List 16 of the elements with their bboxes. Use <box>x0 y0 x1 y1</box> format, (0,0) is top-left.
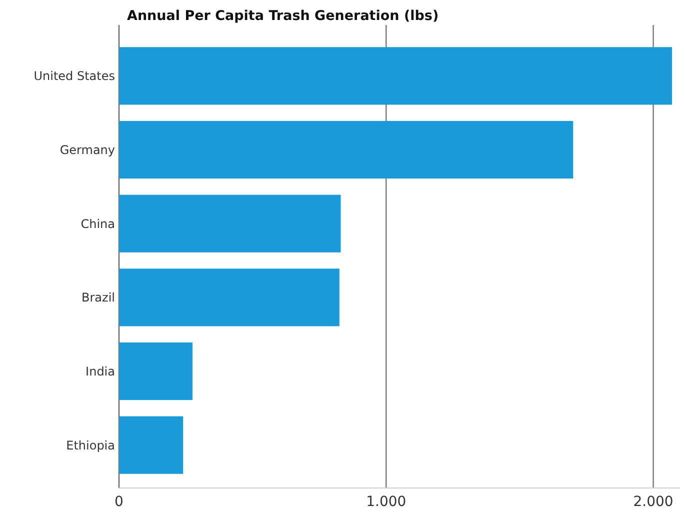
y-tick-label: China <box>80 216 115 231</box>
y-tick-label: Ethiopia <box>66 438 115 452</box>
bar <box>119 120 574 179</box>
bar <box>119 342 192 400</box>
bar <box>119 416 184 474</box>
bar <box>119 47 672 105</box>
bar <box>119 268 340 326</box>
y-tick-label: India <box>86 364 115 378</box>
x-tick-label: 0 <box>114 494 124 510</box>
y-tick-label: Germany <box>60 142 115 157</box>
bar <box>119 194 341 252</box>
y-tick-label: Brazil <box>82 290 115 305</box>
chart-title: Annual Per Capita Trash Generation (lbs) <box>127 8 439 24</box>
x-tick-label: 1.000 <box>366 494 406 510</box>
y-tick-label: United States <box>34 69 115 84</box>
x-tick-label: 2.000 <box>633 494 674 510</box>
